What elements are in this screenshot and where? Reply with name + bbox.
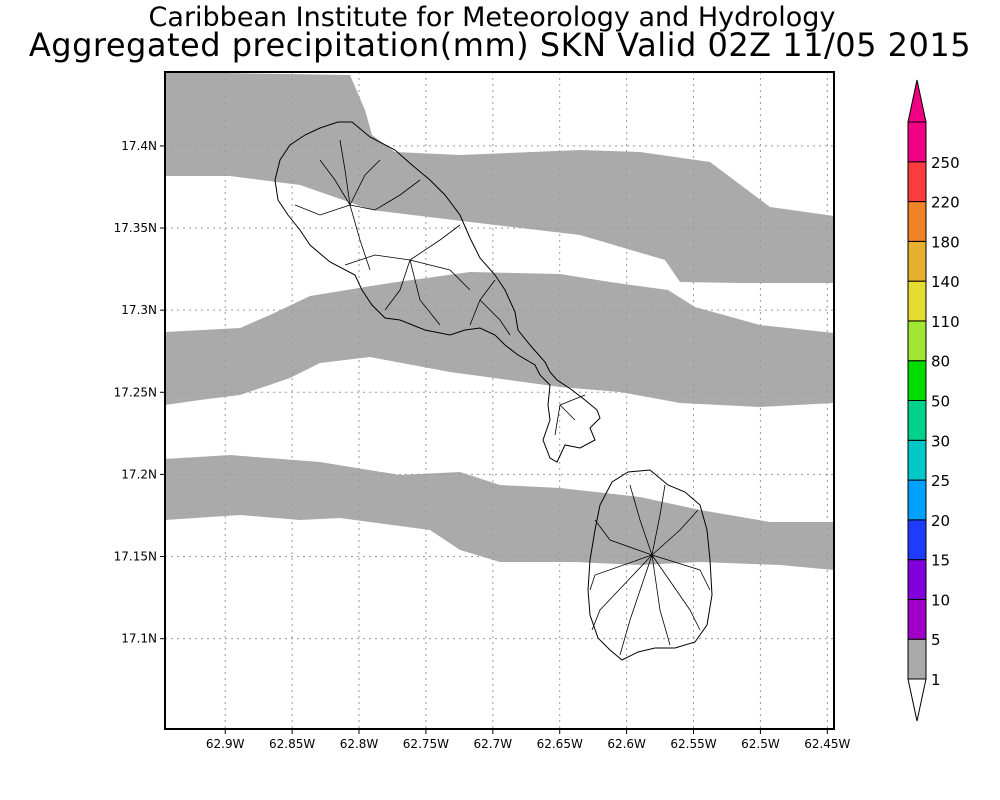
x-tick-label: 62.7W <box>474 737 513 751</box>
y-tick-label: 17.2N <box>121 467 157 481</box>
colorbar-level-label: 30 <box>931 432 950 450</box>
precip-band-north <box>165 72 834 283</box>
nevis-island <box>587 469 713 661</box>
nevis-coastline <box>587 469 713 661</box>
colorbar-segment <box>907 400 927 441</box>
x-tick-label: 62.45W <box>804 737 850 751</box>
colorbar-level-label: 1 <box>931 671 941 689</box>
colorbar-segment <box>907 439 927 481</box>
colorbar-segment <box>907 559 927 600</box>
st-kitts-coastline <box>274 121 601 463</box>
colorbar-level-label: 80 <box>931 353 950 371</box>
st-kitts-island <box>274 121 601 463</box>
colorbar-segment <box>907 519 927 561</box>
colorbar-level-label: 140 <box>931 273 960 291</box>
colorbar-segment <box>907 320 927 362</box>
x-tick-label: 62.6W <box>607 737 646 751</box>
x-tick-label: 62.5W <box>741 737 780 751</box>
colorbar-level-label: 10 <box>931 591 950 609</box>
precip-band-south <box>165 455 834 570</box>
y-tick-label: 17.4N <box>121 139 157 153</box>
colorbar-level-label: 25 <box>931 472 950 490</box>
colorbar-level-label: 180 <box>931 233 960 251</box>
colorbar-segment <box>907 638 927 680</box>
x-tick-label: 62.8W <box>340 737 379 751</box>
st-kitts-drainage <box>294 139 586 436</box>
colorbar-level-label: 20 <box>931 512 950 530</box>
x-axis-ticks: 62.9W 62.85W 62.8W 62.75W 62.7W 62.65W 62.6W 62… <box>206 729 851 751</box>
colorbar-level-label: 50 <box>931 393 950 411</box>
colorbar-segment <box>907 121 927 163</box>
colorbar-segment <box>907 161 927 203</box>
precip-bands <box>165 72 834 570</box>
title-line-2: Aggregated precipitation(mm) SKN Valid 0… <box>28 26 972 64</box>
y-tick-label: 17.1N <box>121 632 157 646</box>
x-tick-label: 62.65W <box>537 737 583 751</box>
colorbar-level-label: 220 <box>931 194 960 212</box>
lat-lon-grid <box>165 72 834 729</box>
colorbar-segment <box>907 280 927 322</box>
colorbar-level-label: 5 <box>931 631 941 649</box>
y-axis-ticks: 17.4N 17.35N 17.3N 17.25N 17.2N 17.15N 17.1N <box>114 139 165 646</box>
colorbar-segment <box>907 240 927 282</box>
x-tick-label: 62.55W <box>670 737 716 751</box>
colorbar-level-label: 110 <box>931 313 960 331</box>
x-tick-label: 62.75W <box>403 737 449 751</box>
nevis-drainage <box>589 484 711 656</box>
y-tick-label: 17.35N <box>114 221 157 235</box>
colorbar-segment <box>907 360 927 402</box>
title-line-1: Caribbean Institute for Meteorology and … <box>148 2 836 33</box>
colorbar-segment <box>907 598 927 640</box>
colorbar-above-triangle <box>907 79 927 123</box>
y-tick-label: 17.25N <box>114 385 157 399</box>
colorbar-level-label: 250 <box>931 154 960 172</box>
y-tick-label: 17.3N <box>121 303 157 317</box>
colorbar-segment <box>907 479 927 521</box>
colorbar-segment <box>907 201 927 242</box>
plot-frame <box>164 71 835 730</box>
colorbar-level-label: 15 <box>931 552 950 570</box>
x-tick-label: 62.85W <box>269 737 315 751</box>
y-tick-label: 17.15N <box>114 550 157 564</box>
colorbar-below-triangle <box>907 678 927 722</box>
x-tick-label: 62.9W <box>206 737 245 751</box>
